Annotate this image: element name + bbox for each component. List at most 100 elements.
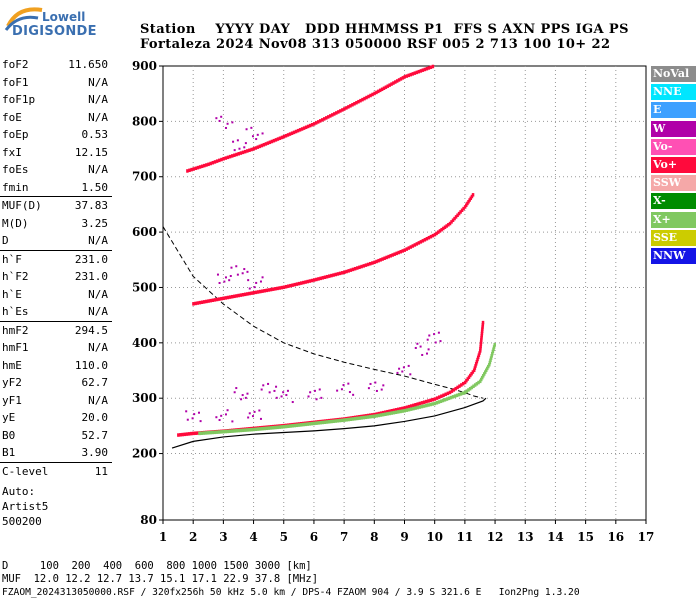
echo-point [207, 299, 210, 303]
param-value: 62.7 [81, 376, 109, 389]
echo-point [308, 279, 312, 283]
echo-point [349, 104, 352, 108]
x-tick-label: 2 [189, 530, 197, 544]
echo-point [489, 358, 492, 363]
param-value: 11.650 [68, 58, 108, 71]
param-yF1: yF1 N/A [0, 392, 112, 410]
echo-point [479, 346, 482, 351]
echo-point [238, 147, 241, 150]
echo-point [340, 418, 344, 423]
echo-point [289, 424, 292, 428]
echo-point [479, 340, 483, 344]
header-row-2: Fortaleza 2024 Nov08 313 050000 RSF 005 … [140, 37, 611, 52]
echo-point [300, 281, 303, 285]
echo-point [266, 141, 270, 145]
param-key: hmE [2, 358, 22, 372]
echo-point [309, 391, 312, 394]
echo-point [263, 426, 266, 431]
echo-point [314, 121, 318, 125]
echo-point [286, 389, 289, 392]
echo-point [363, 96, 366, 101]
echo-point [479, 377, 483, 382]
echo-point [295, 423, 299, 428]
echo-point [345, 418, 348, 422]
echo-point [207, 162, 210, 167]
echo-point [310, 421, 314, 426]
echo-point [476, 357, 479, 362]
param-key: foF1p [2, 93, 36, 106]
param-key: hmF2 [2, 323, 29, 337]
param-value: 1.50 [81, 180, 109, 194]
echo-point [369, 93, 372, 98]
echo-point [269, 287, 273, 292]
echo-point [367, 387, 370, 390]
param-value: 231.0 [74, 270, 108, 283]
echo-point [351, 103, 354, 107]
echo-point [220, 157, 223, 162]
echo-point [480, 375, 484, 380]
echo-point [426, 338, 429, 341]
echo-point [241, 150, 245, 155]
y-tick-label: 900 [132, 59, 157, 73]
echo-point [183, 432, 187, 437]
echo-point [289, 283, 292, 288]
echo-point [489, 356, 493, 360]
header-row-1: Station YYYY DAY DDD HHMMSS P1 FFS S AXN… [140, 22, 629, 37]
param-key: MUF(D) [2, 199, 42, 212]
param-value: 11 [94, 464, 108, 478]
echo-point [427, 348, 430, 351]
echo-point [399, 249, 402, 254]
echo-point [419, 345, 422, 348]
echo-point [468, 386, 472, 391]
echo-point [403, 248, 406, 252]
echo-point [361, 97, 364, 102]
echo-point [235, 265, 238, 268]
echo-point [341, 108, 344, 112]
echo-point [247, 279, 250, 282]
x-tick-label: 1 [159, 530, 167, 544]
echo-point [287, 424, 290, 429]
echo-point [190, 167, 193, 172]
echo-point [473, 366, 477, 370]
param-yF2: yF2 62.7 [0, 374, 112, 392]
echo-point [473, 383, 477, 387]
echo-point [421, 239, 425, 243]
echo-point [453, 216, 456, 221]
param-value: N/A [88, 75, 108, 89]
echo-point [300, 423, 303, 427]
echo-point [451, 218, 455, 222]
echo-point [280, 135, 284, 140]
echo-point [254, 290, 258, 295]
echo-point [338, 418, 342, 423]
echo-point [409, 72, 413, 77]
echo-point [269, 426, 273, 430]
echo-point [453, 394, 457, 398]
param-foEp: foEp 0.53 [0, 126, 112, 144]
echo-point [460, 208, 464, 213]
echo-point [462, 206, 465, 211]
echo-point [480, 329, 484, 334]
echo-point [380, 388, 383, 391]
echo-point [391, 253, 394, 257]
echo-point [325, 116, 328, 120]
echo-point [192, 431, 195, 436]
echo-point [352, 393, 355, 396]
echo-point [457, 392, 461, 397]
echo-point [442, 226, 445, 231]
echo-point [413, 71, 417, 75]
echo-point [259, 280, 262, 283]
echo-point [232, 140, 235, 143]
param-MUF: MUF(D) 37.83 [0, 196, 112, 215]
echo-point [479, 342, 483, 347]
echo-point [204, 431, 208, 435]
param-B0: B0 52.7 [0, 427, 112, 445]
echo-point [335, 111, 338, 115]
echo-point [218, 419, 221, 422]
echo-point [423, 238, 427, 242]
x-tick-label: 13 [517, 530, 534, 544]
param-MD: M(D) 3.25 [0, 215, 112, 233]
echo-point [218, 158, 221, 163]
echo-point [274, 138, 278, 142]
echo-point [463, 380, 467, 385]
echo-point [220, 414, 223, 417]
